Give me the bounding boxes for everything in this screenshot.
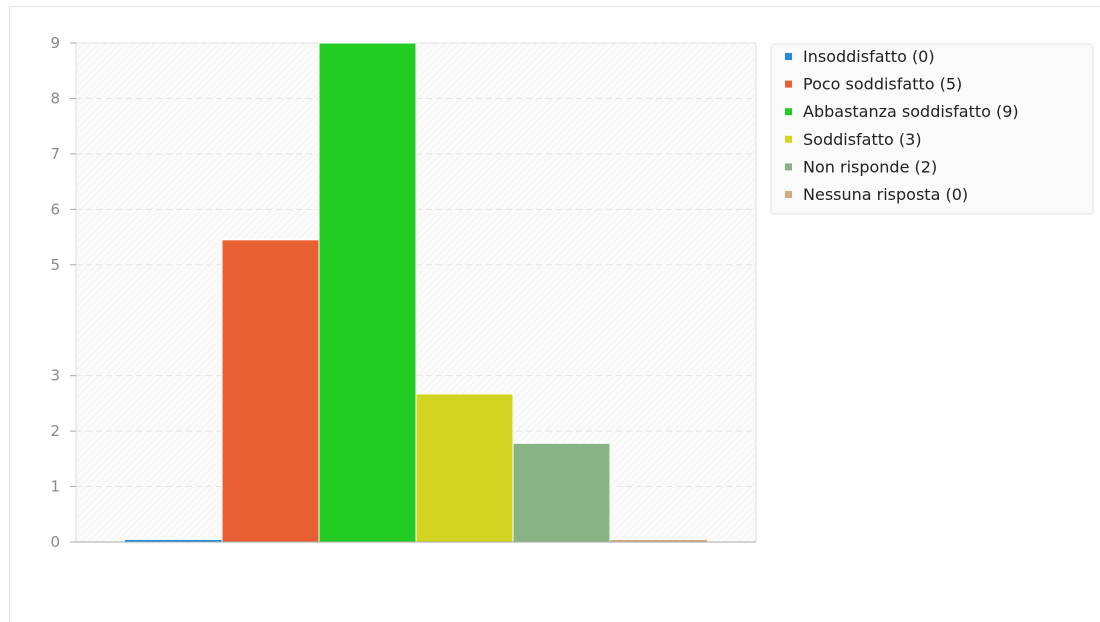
y-tick-label: 8 xyxy=(50,89,60,107)
bar-4[interactable] xyxy=(512,442,611,543)
bar-3[interactable] xyxy=(415,393,514,543)
legend-swatch-5 xyxy=(785,191,792,198)
y-tick-label: 0 xyxy=(50,533,60,551)
y-tick-label: 9 xyxy=(50,34,60,52)
bar-5[interactable] xyxy=(610,540,707,542)
legend-swatch-3 xyxy=(785,135,792,143)
y-tick-label: 1 xyxy=(50,478,60,496)
y-axis-ticks: 0 1 2 3 5 6 7 8 9 xyxy=(50,34,76,551)
bar-2[interactable] xyxy=(318,42,417,543)
bar-1[interactable] xyxy=(221,239,320,543)
legend-item-0[interactable]: Insoddisfatto (0) xyxy=(803,47,935,66)
y-tick-label: 7 xyxy=(50,145,60,163)
legend-item-1[interactable]: Poco soddisfatto (5) xyxy=(803,75,962,94)
legend-item-3[interactable]: Soddisfatto (3) xyxy=(803,130,922,149)
y-tick-label: 5 xyxy=(50,256,60,274)
legend-item-2[interactable]: Abbastanza soddisfatto (9) xyxy=(803,102,1019,121)
y-tick-label: 3 xyxy=(50,367,60,385)
legend-swatch-1 xyxy=(785,80,792,88)
bar-0[interactable] xyxy=(125,540,222,542)
y-tick-label: 6 xyxy=(50,200,60,218)
bars xyxy=(125,42,707,543)
y-tick-label: 2 xyxy=(50,422,60,440)
legend-swatch-4 xyxy=(785,163,792,171)
legend-swatch-2 xyxy=(785,108,792,116)
legend-swatch-0 xyxy=(785,53,792,60)
legend-box xyxy=(770,43,1094,215)
legend-item-4[interactable]: Non risponde (2) xyxy=(803,157,937,176)
legend-item-5[interactable]: Nessuna risposta (0) xyxy=(803,185,968,204)
legend: Insoddisfatto (0) Poco soddisfatto (5) Abb… xyxy=(770,43,1094,215)
